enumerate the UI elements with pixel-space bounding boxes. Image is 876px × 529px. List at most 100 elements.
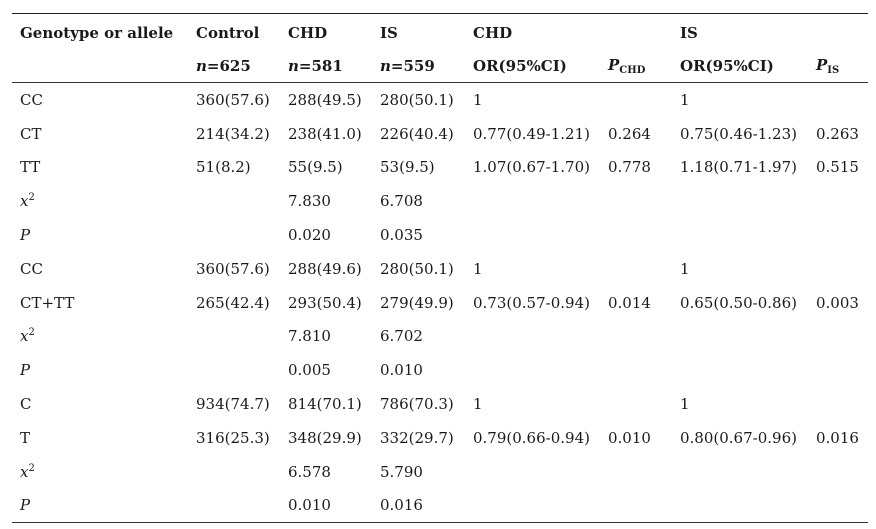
cell-is: 786(70.3): [380, 395, 454, 414]
chi-square-exponent: 2: [28, 192, 35, 204]
header-blank-2: [808, 13, 868, 50]
cell-chd-or: 1: [473, 395, 483, 414]
cell-chd: 814(70.1): [288, 395, 362, 414]
p-value-symbol: P: [20, 361, 31, 380]
cell-chd: 288(49.5): [288, 90, 362, 109]
cell-is: 5.790: [380, 462, 423, 481]
table-row: CT+TT 265(42.4) 293(50.4) 279(49.9) 0.73(0.5…: [12, 286, 868, 320]
cell-is: 0.035: [380, 226, 423, 245]
row-label: P: [12, 353, 188, 387]
cell-chd-or: [465, 488, 600, 524]
p-chd-base: P: [608, 56, 620, 74]
cell-is-or: 0.80(0.67-0.96): [680, 428, 797, 447]
row-label: T: [20, 428, 31, 447]
chi-square-exponent: 2: [28, 327, 35, 339]
chi-square-symbol: x: [20, 327, 29, 346]
cell-p-is: [808, 184, 868, 218]
p-value-symbol: P: [20, 496, 31, 515]
cell-is-or: 1: [680, 90, 690, 109]
table-header: Genotype or allele Control CHD IS CHD IS…: [12, 13, 868, 83]
row-label: CT: [20, 124, 42, 143]
p-is-sub: IS: [827, 65, 840, 76]
cell-p-chd: [600, 218, 672, 252]
cell-p-chd: [600, 353, 672, 387]
cell-control: [188, 184, 280, 218]
header-chd-n: n=581: [280, 50, 372, 83]
chi-square-symbol: x: [20, 192, 29, 211]
table-row: P 0.005 0.010: [12, 353, 868, 387]
cell-chd: 0.020: [288, 226, 331, 245]
table-row: CT 214(34.2) 238(41.0) 226(40.4) 0.77(0.49-1…: [12, 117, 868, 151]
genotype-association-table: Genotype or allele Control CHD IS CHD IS…: [12, 13, 868, 524]
cell-is: 332(29.7): [380, 428, 454, 447]
is-n-value: =559: [390, 57, 435, 75]
cell-p-is: [808, 387, 868, 421]
cell-p-is: 0.263: [816, 124, 859, 143]
header-blank-3: [12, 50, 188, 83]
cell-is-or: 1: [680, 259, 690, 278]
cell-p-is: [808, 218, 868, 252]
cell-control: 316(25.3): [196, 428, 270, 447]
table-row: CC 360(57.6) 288(49.6) 280(50.1) 1 1: [12, 252, 868, 286]
cell-control: [188, 488, 280, 524]
row-label: CC: [20, 90, 43, 109]
row-label: x2: [12, 184, 188, 218]
table-row: C 934(74.7) 814(70.1) 786(70.3) 1 1: [12, 387, 868, 421]
cell-chd: 7.810: [288, 327, 331, 346]
cell-chd-or: 0.79(0.66-0.94): [473, 428, 590, 447]
cell-p-is: [808, 252, 868, 286]
cell-is-or: [672, 320, 808, 354]
cell-is: 53(9.5): [380, 158, 435, 177]
cell-is: 280(50.1): [380, 90, 454, 109]
chd-n-label: n: [288, 57, 299, 75]
header-chd-or-group: CHD: [465, 13, 600, 50]
cell-chd-or: [465, 184, 600, 218]
row-label: C: [20, 395, 32, 414]
header-row-1: Genotype or allele Control CHD IS CHD IS: [12, 13, 868, 50]
cell-chd-or: [465, 320, 600, 354]
cell-p-chd: 0.010: [608, 428, 651, 447]
cell-is-or: 0.75(0.46-1.23): [680, 124, 797, 143]
cell-chd-or: 1: [473, 259, 483, 278]
cell-p-is: 0.003: [816, 293, 859, 312]
cell-is-or: 1: [680, 395, 690, 414]
table-row: T 316(25.3) 348(29.9) 332(29.7) 0.79(0.66-0.…: [12, 421, 868, 455]
cell-chd-or: 0.73(0.57-0.94): [473, 293, 590, 312]
p-value-symbol: P: [20, 226, 31, 245]
cell-is-or: [672, 455, 808, 489]
cell-chd-or: [465, 218, 600, 252]
header-is-n: n=559: [372, 50, 465, 83]
cell-is-or: [672, 488, 808, 524]
cell-chd: 293(50.4): [288, 293, 362, 312]
cell-p-chd: [600, 252, 672, 286]
table-row: x2 7.810 6.702: [12, 320, 868, 354]
cell-chd: 55(9.5): [288, 158, 343, 177]
header-is: IS: [372, 13, 465, 50]
cell-p-is: [808, 488, 868, 524]
cell-control: 360(57.6): [196, 90, 270, 109]
header-p-chd: PCHD: [600, 50, 672, 83]
header-row-2: n=625 n=581 n=559 OR(95%CI) PCHD OR(95%C…: [12, 50, 868, 83]
row-label: TT: [20, 158, 41, 177]
cell-p-chd: [600, 387, 672, 421]
cell-control: [188, 320, 280, 354]
chi-square-exponent: 2: [28, 462, 35, 474]
table-row: x2 6.578 5.790: [12, 455, 868, 489]
cell-control: [188, 455, 280, 489]
row-label: CT+TT: [20, 293, 75, 312]
cell-control: 265(42.4): [196, 293, 270, 312]
header-control-n: n=625: [188, 50, 280, 83]
cell-p-chd: 0.014: [608, 293, 651, 312]
cell-p-chd: [600, 320, 672, 354]
cell-p-is: 0.515: [816, 158, 859, 177]
cell-p-chd: [600, 83, 672, 117]
cell-chd: 0.010: [280, 488, 372, 524]
cell-p-is: [808, 353, 868, 387]
is-n-label: n: [380, 57, 391, 75]
chi-square-symbol: x: [20, 462, 29, 481]
cell-is-or: [672, 218, 808, 252]
cell-chd: 288(49.6): [288, 259, 362, 278]
row-label: P: [12, 218, 188, 252]
cell-chd-or: [465, 455, 600, 489]
table-body: CC 360(57.6) 288(49.5) 280(50.1) 1 1 CT 214(34.…: [12, 83, 868, 524]
